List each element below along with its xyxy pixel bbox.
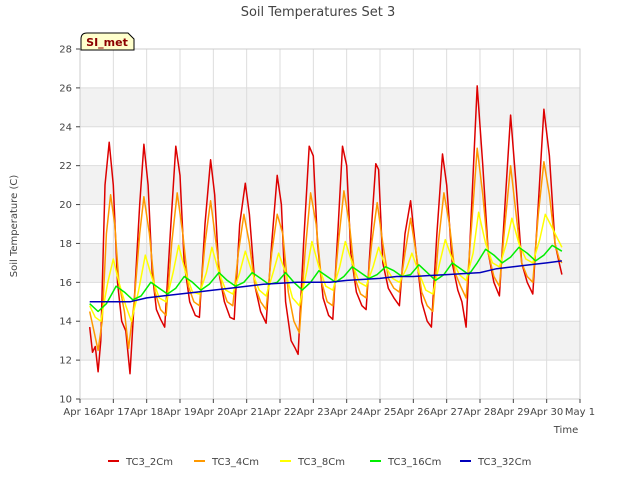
y-axis-label: Soil Temperature (C) — [9, 175, 20, 278]
legend-label: TC3_32Cm — [477, 457, 531, 468]
plot-frame — [79, 48, 581, 400]
x-tick-label: Apr 30 — [530, 407, 563, 418]
y-tick-label: 24 — [59, 122, 72, 133]
site-label-badge: SI_met — [80, 32, 135, 51]
x-tick-label: Apr 29 — [497, 407, 530, 418]
series-line-tc3-16cm — [89, 244, 563, 313]
x-tick-label: Apr 16 — [63, 407, 96, 418]
legend-label: TC3_8Cm — [297, 457, 345, 468]
series-line-tc3-32cm — [89, 260, 562, 303]
y-tick-label: 10 — [59, 395, 72, 406]
grid-band — [80, 321, 580, 361]
legend-label: TC3_2Cm — [125, 457, 173, 468]
site-label-text: SI_met — [86, 36, 128, 49]
x-tick-label: Apr 18 — [130, 407, 163, 418]
grid-band — [80, 243, 580, 283]
legend-label: TC3_16Cm — [387, 457, 441, 468]
series-lines — [88, 85, 563, 375]
grid-band — [80, 87, 580, 127]
plot-area — [79, 48, 581, 400]
x-axis-label: Time — [553, 425, 578, 436]
x-tick-label: Apr 24 — [330, 407, 363, 418]
y-axis: 10 12 14 16 18 20 22 24 26 28 — [59, 45, 80, 406]
grid-bands — [80, 87, 580, 361]
y-tick-label: 18 — [59, 239, 72, 250]
x-tick-label: Apr 26 — [397, 407, 430, 418]
legend-label: TC3_4Cm — [211, 457, 259, 468]
x-tick-label: Apr 21 — [230, 407, 263, 418]
y-tick-label: 16 — [59, 278, 72, 289]
chart-title: Soil Temperatures Set 3 — [241, 5, 396, 20]
y-tick-label: 28 — [59, 45, 72, 56]
x-tick-label: Apr 27 — [430, 407, 463, 418]
series-line-tc3-8cm — [89, 211, 563, 322]
x-tick-label: Apr 23 — [297, 407, 330, 418]
x-tick-label: May 1 — [565, 407, 595, 418]
y-tick-label: 26 — [59, 83, 72, 94]
x-tick-label: Apr 20 — [197, 407, 230, 418]
y-tick-label: 20 — [59, 200, 72, 211]
x-tick-label: Apr 22 — [263, 407, 296, 418]
legend: TC3_2Cm TC3_4Cm TC3_8Cm TC3_16Cm TC3_32Cm — [108, 457, 531, 468]
site-label-box — [80, 32, 135, 51]
x-tick-label: Apr 19 — [163, 407, 196, 418]
x-tick-label: Apr 28 — [463, 407, 496, 418]
y-tick-label: 22 — [59, 161, 72, 172]
y-tick-label: 12 — [59, 356, 72, 367]
x-axis: Apr 16 Apr 17 Apr 18 Apr 19 Apr 20 Apr 21 Apr … — [63, 399, 595, 418]
x-tick-label: Apr 17 — [97, 407, 130, 418]
x-tick-label: Apr 25 — [363, 407, 396, 418]
y-tick-label: 14 — [59, 317, 72, 328]
grid-band — [80, 165, 580, 205]
